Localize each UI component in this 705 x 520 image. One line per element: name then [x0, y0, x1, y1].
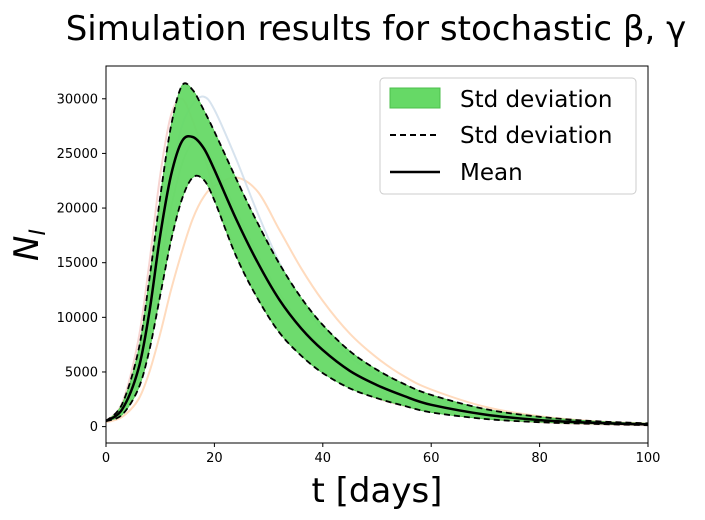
- chart-title: Simulation results for stochastic β, γ: [66, 9, 687, 49]
- x-axis-label: t [days]: [312, 471, 443, 511]
- y-axis-ticks: 0 5000 10000 15000 20000 25000 30000: [57, 92, 106, 435]
- y-tick-label: 30000: [57, 92, 98, 107]
- x-tick-label: 20: [206, 451, 223, 466]
- legend-label-band: Std deviation: [460, 87, 612, 113]
- plot-area: [105, 65, 649, 444]
- axes-frame: [105, 65, 649, 444]
- x-tick-label: 100: [636, 451, 661, 466]
- legend-label-mean: Mean: [460, 160, 523, 186]
- std-lower-line: [106, 174, 648, 427]
- std-upper-line: [106, 82, 648, 425]
- x-axis-ticks: 0 20 40 60 80 100: [102, 443, 661, 466]
- legend-frame: [379, 77, 637, 195]
- y-tick-label: 10000: [57, 311, 98, 326]
- y-tick-label: 5000: [65, 365, 98, 380]
- y-tick-label: 25000: [57, 147, 98, 162]
- legend-label-std: Std deviation: [460, 123, 612, 149]
- y-tick-label: 20000: [57, 202, 98, 217]
- x-tick-label: 40: [315, 451, 332, 466]
- legend-swatch-band: [389, 87, 441, 109]
- x-tick-label: 60: [423, 451, 440, 466]
- y-axis-label: NI: [7, 229, 51, 261]
- y-tick-label: 0: [90, 420, 98, 435]
- simulation-run-1: [106, 176, 648, 425]
- x-tick-label: 80: [531, 451, 548, 466]
- y-tick-label: 15000: [57, 256, 98, 271]
- mean-line: [106, 134, 648, 426]
- x-tick-label: 0: [102, 451, 110, 466]
- plot-clip-group: [106, 82, 648, 427]
- legend: Std deviation Std deviation Mean: [379, 77, 637, 195]
